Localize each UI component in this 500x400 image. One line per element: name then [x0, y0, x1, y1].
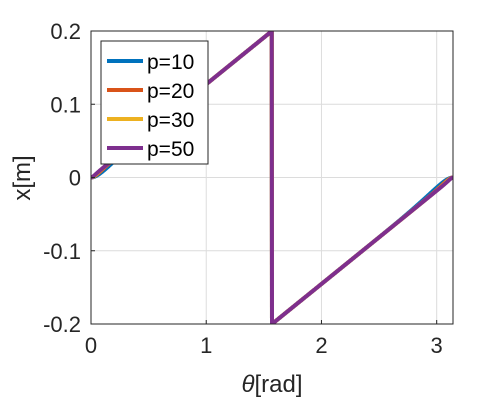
x-axis-label-symbol: θ — [241, 371, 254, 398]
legend-label-1: p=10 — [147, 51, 194, 74]
y-tick-label-1: 0.1 — [50, 92, 81, 117]
x-tick-label-3: 3 — [431, 333, 443, 358]
legend: p=10 p=20 p=30 p=50 — [100, 40, 209, 165]
legend-label-2: p=20 — [147, 80, 194, 103]
y-tick-label-4: -0.2 — [43, 312, 81, 337]
y-tick-labels: 0.2 0.1 0 -0.1 -0.2 — [43, 19, 81, 337]
x-tick-label-1: 1 — [200, 333, 212, 358]
x-tick-label-2: 2 — [315, 333, 327, 358]
x-axis-label: θ[rad] — [241, 371, 302, 398]
y-tick-label-0: 0.2 — [50, 19, 81, 44]
x-tick-labels: 0 1 2 3 — [85, 333, 443, 358]
legend-label-3: p=30 — [147, 109, 194, 132]
legend-label-4: p=50 — [147, 138, 194, 161]
x-axis-label-unit: [rad] — [255, 371, 303, 398]
x-tick-label-0: 0 — [85, 333, 97, 358]
y-tick-label-3: -0.1 — [43, 239, 81, 264]
y-axis-label: x[m] — [9, 155, 36, 200]
y-tick-label-2: 0 — [69, 166, 81, 191]
ticks — [90, 30, 438, 325]
